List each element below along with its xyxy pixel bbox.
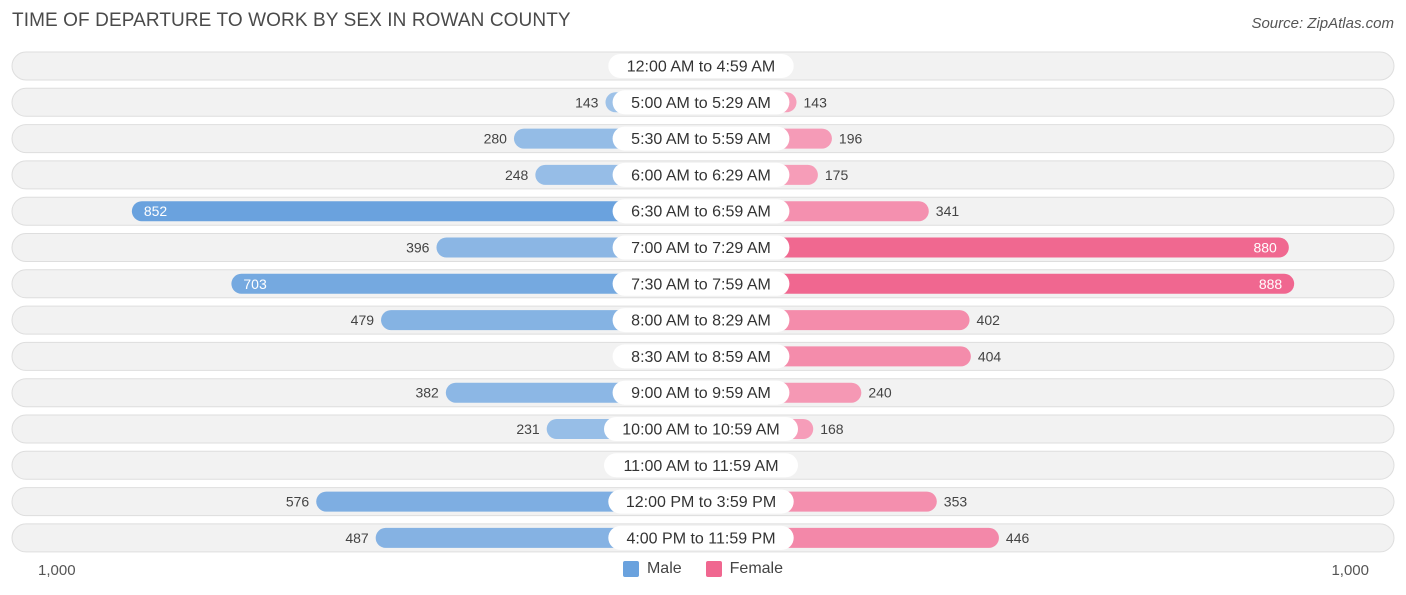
value-label-female: 341	[936, 203, 960, 219]
category-label: 7:30 AM to 7:59 AM	[631, 276, 771, 293]
category-label-background	[612, 90, 790, 115]
chart-title: TIME OF DEPARTURE TO WORK BY SEX IN ROWA…	[12, 10, 571, 31]
value-label-female: 168	[820, 421, 844, 437]
legend: Male Female	[0, 560, 1406, 578]
category-label: 5:30 AM to 5:59 AM	[631, 131, 771, 148]
value-label-male: 852	[144, 203, 168, 219]
value-label-female: 404	[978, 348, 1002, 364]
legend-item-female: Female	[705, 560, 784, 578]
category-label-background	[612, 308, 790, 333]
legend-swatch-female	[705, 561, 722, 577]
category-label-background	[604, 417, 798, 441]
bar-male	[231, 273, 713, 294]
value-label-female: 175	[825, 167, 849, 183]
category-label: 6:00 AM to 6:29 AM	[631, 167, 771, 184]
category-label: 4:00 PM to 11:59 PM	[626, 530, 775, 547]
value-label-female: 880	[1253, 240, 1277, 256]
category-label: 12:00 PM to 3:59 PM	[626, 494, 776, 511]
value-label-male: 382	[415, 385, 439, 401]
category-label-background	[612, 344, 790, 369]
category-label: 9:00 AM to 9:59 AM	[631, 385, 771, 402]
category-label: 12:00 AM to 4:59 AM	[627, 59, 776, 76]
bar-female	[689, 273, 1295, 294]
value-label-female: 402	[977, 312, 1001, 328]
category-label: 11:00 AM to 11:59 AM	[623, 458, 778, 475]
category-label: 6:30 AM to 6:59 AM	[631, 204, 771, 221]
source-note: Source: ZipAtlas.com	[1251, 15, 1394, 32]
category-label: 7:00 AM to 7:29 AM	[631, 240, 771, 257]
bar-male	[131, 201, 713, 222]
category-label-background	[612, 380, 790, 405]
category-label-background	[604, 453, 798, 478]
value-label-female: 240	[868, 385, 892, 401]
category-label-background	[612, 126, 790, 151]
legend-item-male: Male	[622, 560, 682, 578]
value-label-male: 143	[575, 94, 599, 110]
category-label: 8:30 AM to 8:59 AM	[631, 349, 771, 366]
value-label-female: 353	[944, 494, 968, 510]
value-label-male: 576	[286, 494, 310, 510]
category-label: 5:00 AM to 5:29 AM	[631, 95, 771, 112]
value-label-male: 231	[516, 421, 540, 437]
value-label-male: 248	[505, 167, 529, 183]
category-label-background	[612, 271, 790, 296]
category-label-background	[608, 54, 794, 78]
value-label-male: 396	[406, 240, 430, 256]
value-label-female: 888	[1259, 276, 1283, 292]
value-label-male: 280	[484, 131, 508, 147]
legend-swatch-male	[622, 561, 639, 577]
value-label-male: 479	[351, 312, 375, 328]
legend-label-male: Male	[646, 560, 682, 577]
category-label: 10:00 AM to 10:59 AM	[622, 422, 779, 439]
value-label-female: 446	[1006, 530, 1030, 546]
value-label-female: 143	[804, 94, 828, 110]
legend-label-female: Female	[729, 560, 784, 577]
category-label-background	[612, 235, 790, 260]
category-label: 8:00 AM to 8:29 AM	[631, 313, 771, 330]
value-label-female: 196	[839, 131, 863, 147]
value-label-male: 703	[243, 276, 267, 292]
category-label-background	[612, 162, 790, 187]
category-label-background	[612, 199, 790, 224]
category-label-background	[608, 525, 794, 550]
value-label-male: 487	[345, 530, 369, 546]
axis-label-right: 1,000	[1331, 562, 1369, 579]
bar-female	[689, 237, 1289, 258]
category-label-background	[608, 489, 794, 514]
axis-label-left: 1,000	[38, 562, 76, 579]
